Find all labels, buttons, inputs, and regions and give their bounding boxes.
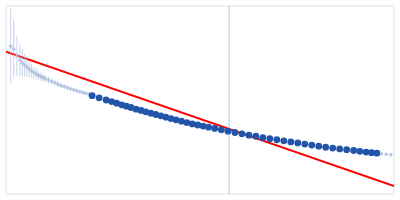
error-point	[66, 86, 70, 90]
chart	[0, 0, 400, 200]
scatter-point	[239, 130, 246, 137]
error-point	[69, 87, 73, 91]
scatter-point	[232, 129, 239, 136]
scatter-point	[329, 145, 336, 152]
scatter-point	[252, 133, 259, 140]
scatter-point	[308, 142, 315, 149]
scatter-point	[89, 92, 96, 99]
scatter-point	[315, 143, 322, 150]
error-point	[62, 85, 66, 89]
error-point	[47, 78, 51, 82]
scatter-point	[205, 124, 212, 131]
scatter-point	[266, 135, 273, 142]
scatter-point	[301, 141, 308, 148]
error-point	[78, 90, 82, 94]
fit-line	[6, 52, 394, 186]
plot-area	[6, 6, 394, 194]
error-point	[12, 47, 16, 51]
error-point	[53, 81, 57, 85]
error-point	[81, 91, 85, 95]
scatter-point	[273, 136, 280, 143]
error-point	[15, 54, 19, 58]
scatter-point	[374, 150, 381, 157]
series-0	[6, 52, 394, 186]
scatter-point	[211, 125, 218, 132]
scatter-point	[336, 145, 343, 152]
error-point	[380, 152, 384, 156]
scatter-point	[294, 140, 301, 147]
error-point	[9, 44, 13, 48]
scatter-point	[287, 138, 294, 145]
series-4	[380, 152, 393, 157]
error-point	[84, 91, 88, 95]
scatter-point	[350, 147, 357, 154]
series-2	[9, 9, 91, 96]
scatter-point	[218, 126, 225, 133]
series-3	[89, 92, 381, 156]
plot-frame	[6, 6, 394, 194]
scatter-point	[322, 144, 329, 151]
error-point	[59, 84, 63, 88]
scatter-point	[356, 148, 363, 155]
error-point	[389, 153, 393, 157]
error-point	[56, 82, 60, 86]
scatter-point	[343, 146, 350, 153]
scatter-point	[225, 128, 232, 135]
error-point	[72, 88, 76, 92]
scatter-point	[245, 132, 252, 139]
series-1	[229, 6, 230, 194]
error-point	[50, 80, 54, 84]
vertical-line	[229, 6, 230, 194]
error-point	[75, 89, 79, 93]
error-point	[44, 77, 48, 81]
error-point	[384, 152, 388, 156]
scatter-point	[259, 134, 266, 141]
scatter-point	[280, 137, 287, 144]
scatter-point	[96, 94, 103, 101]
